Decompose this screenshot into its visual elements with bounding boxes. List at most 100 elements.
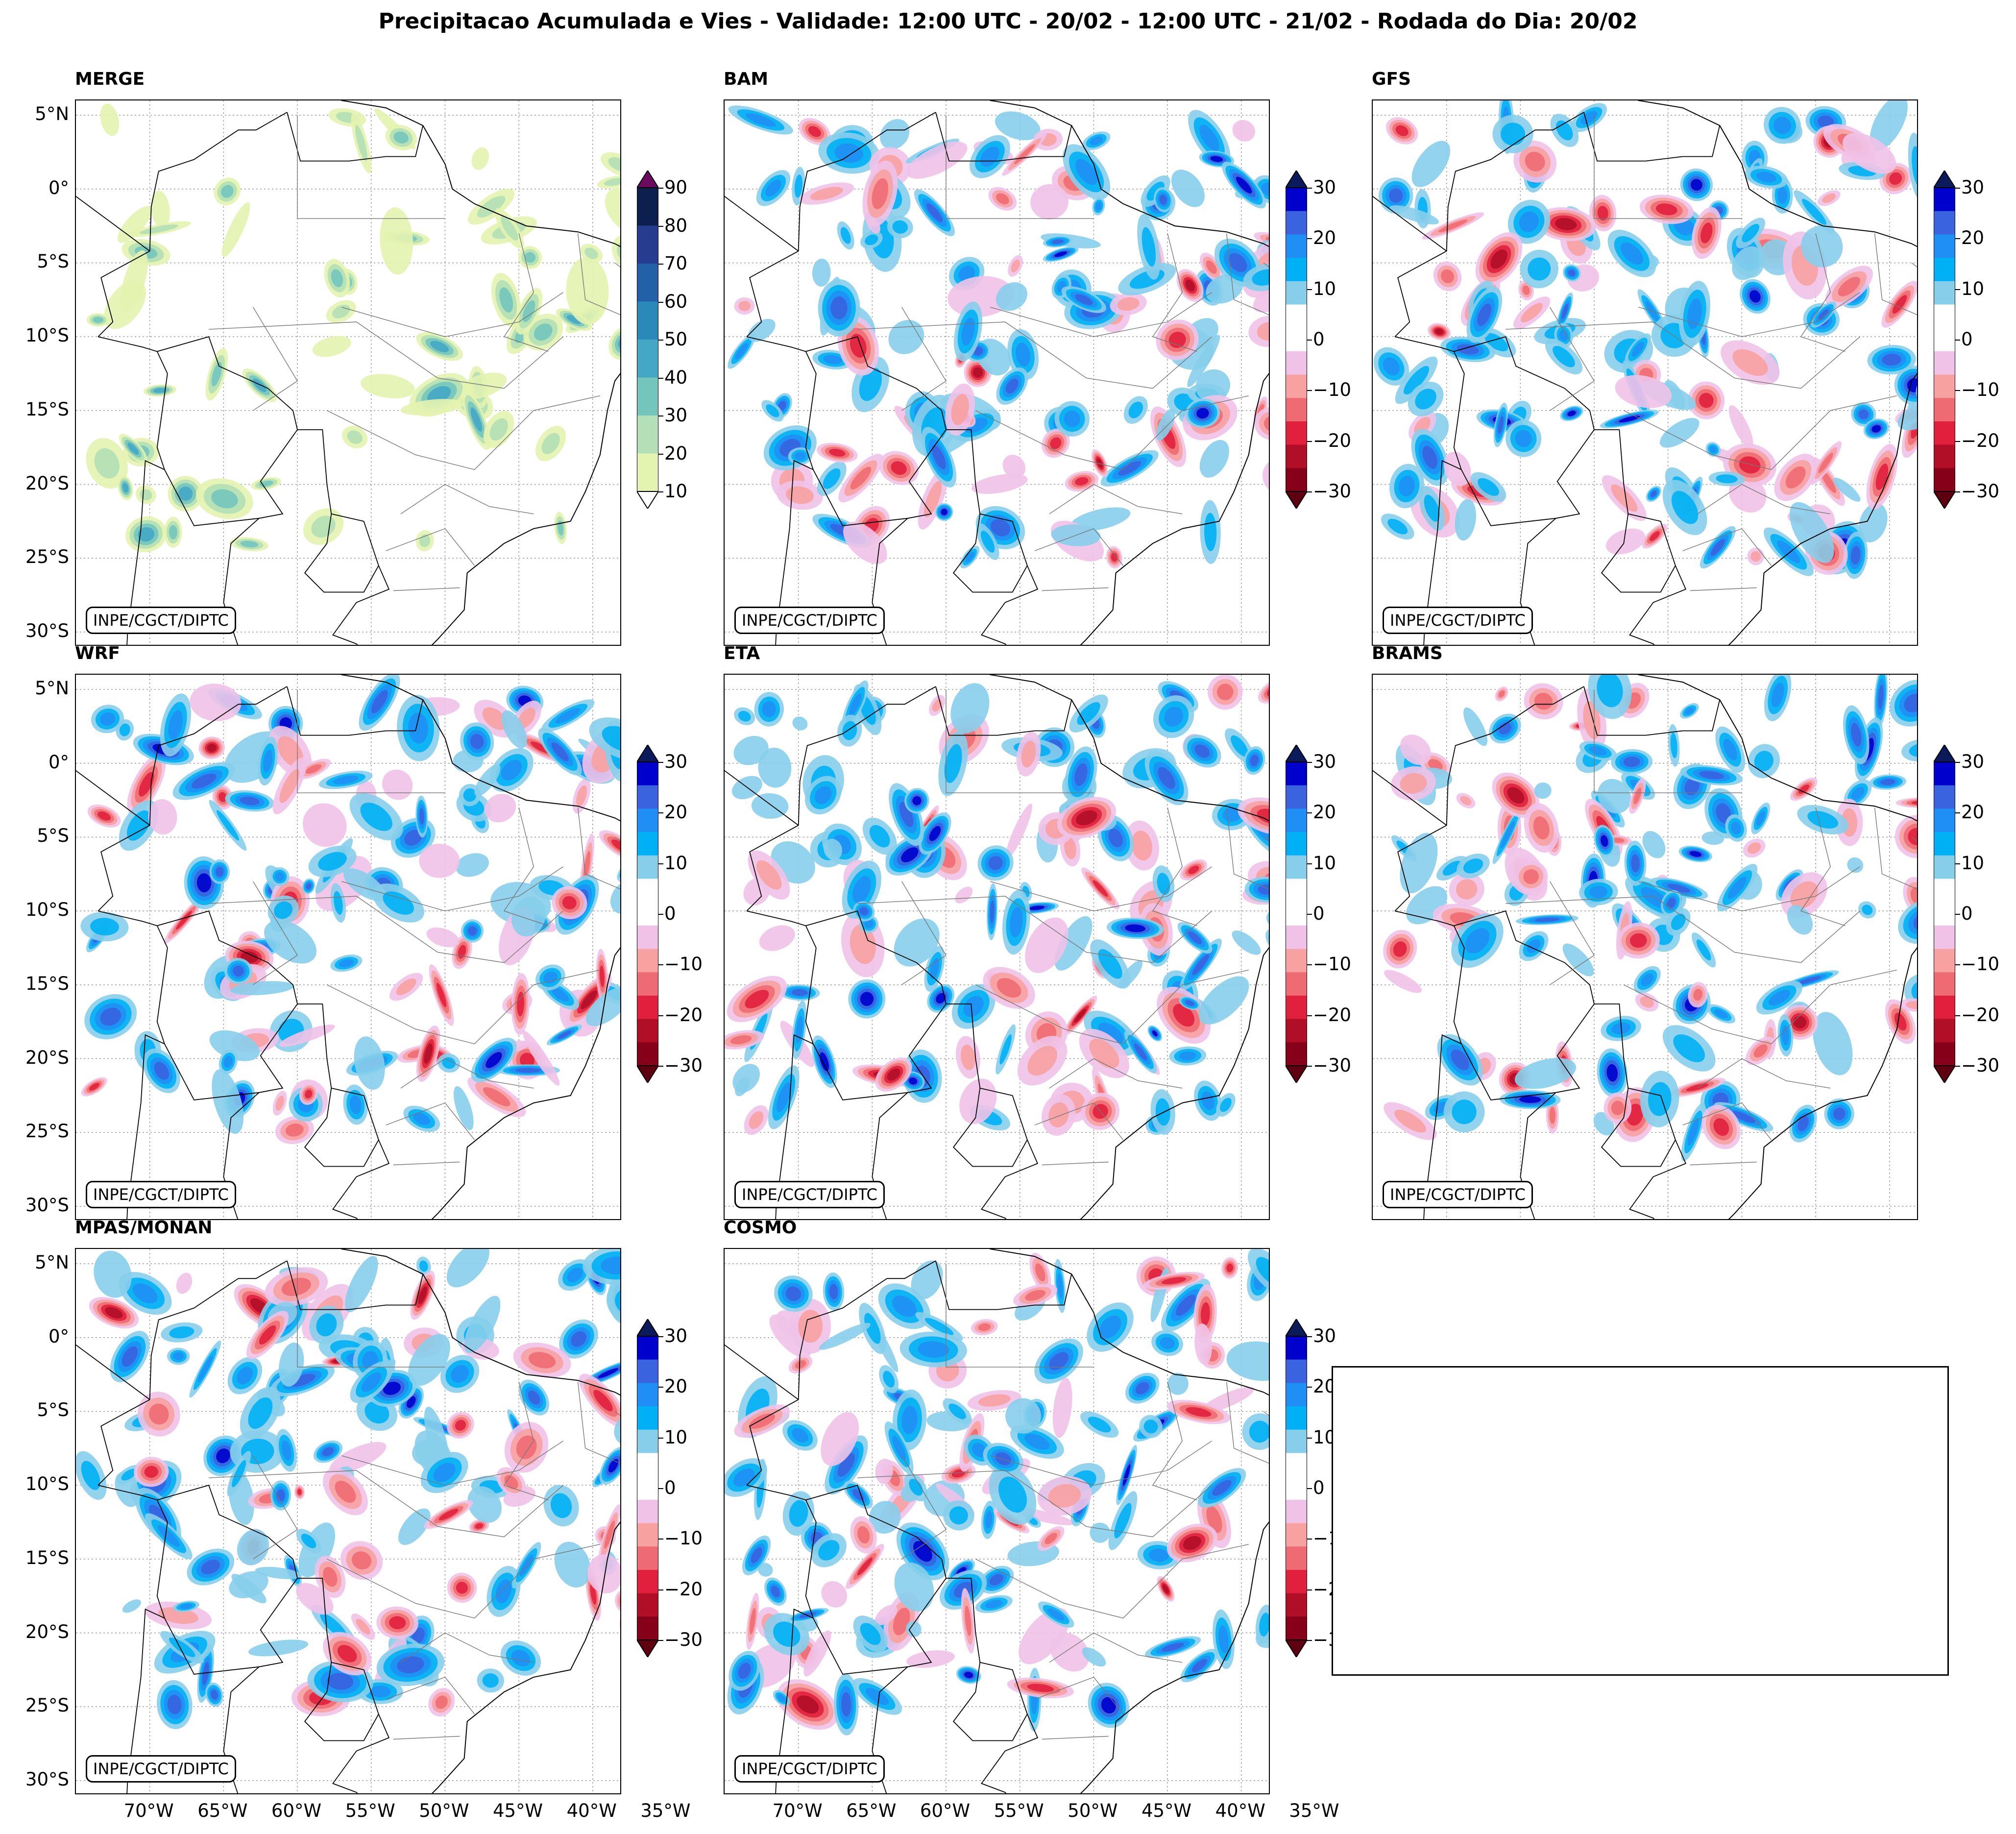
colorbar-tick-label: 50: [664, 329, 688, 350]
colorbar-tick-label: 30: [664, 1325, 688, 1346]
credit-label: INPE/CGCT/DIPTC: [86, 1181, 236, 1208]
colorbar-tick-label: 70: [664, 253, 688, 274]
colorbar-tick: [1307, 964, 1312, 966]
longitude-label: 55°W: [994, 1800, 1044, 1821]
colorbar: [1286, 745, 1307, 1083]
colorbar-tick: [1955, 238, 1960, 240]
colorbar-tick: [1307, 1387, 1312, 1388]
latitude-label: 0°: [48, 751, 69, 773]
colorbar-tick-label: −20: [664, 1004, 703, 1026]
longitude-label: 65°W: [846, 1800, 897, 1821]
longitude-label: 60°W: [920, 1800, 971, 1821]
longitude-label: 70°W: [772, 1800, 823, 1821]
colorbar-tick: [1307, 1488, 1312, 1489]
map-panel: INPE/CGCT/DIPTC: [1372, 99, 1918, 646]
colorbar-tick-label: 10: [1313, 852, 1336, 874]
colorbar-tick: [1307, 491, 1312, 492]
colorbar-tick-label: −30: [664, 1055, 703, 1076]
colorbar-tick: [658, 762, 663, 763]
latitude-label: 30°S: [25, 1194, 69, 1216]
colorbar-tick: [1307, 863, 1312, 864]
map-panel: INPE/CGCT/DIPTC: [724, 99, 1270, 646]
colorbar-tick: [658, 1066, 663, 1067]
colorbar-tick-label: 20: [664, 802, 688, 823]
latitude-label: 15°S: [25, 398, 69, 420]
colorbar-tick: [658, 1387, 663, 1388]
figure-title: Precipitacao Acumulada e Vies - Validade…: [378, 9, 1638, 34]
colorbar-tick: [1955, 762, 1960, 763]
colorbar-tick: [658, 491, 663, 492]
colorbar-tick: [1955, 340, 1960, 341]
colorbar-tick: [658, 812, 663, 814]
longitude-label: 45°W: [492, 1800, 543, 1821]
colorbar-tick-label: 30: [1313, 1325, 1336, 1346]
latitude-label: 30°S: [25, 620, 69, 641]
colorbar-tick: [1307, 1589, 1312, 1590]
credit-label: INPE/CGCT/DIPTC: [734, 607, 885, 634]
colorbar-tick: [658, 1488, 663, 1489]
panel-title: BRAMS: [1372, 643, 1443, 663]
panel-title: ETA: [724, 643, 760, 663]
longitude-label: 35°W: [1289, 1800, 1339, 1821]
colorbar-tick-label: −10: [664, 954, 703, 975]
colorbar-tick-label: 0: [664, 1477, 676, 1498]
colorbar-tick: [1307, 1437, 1312, 1439]
latitude-label: 20°S: [25, 1621, 69, 1642]
colorbar-tick: [658, 1015, 663, 1016]
colorbar-tick-label: −20: [1961, 1004, 2000, 1026]
colorbar-tick-label: 30: [1313, 751, 1336, 772]
latitude-label: 25°S: [25, 1121, 69, 1142]
colorbar-tick-label: −30: [664, 1629, 703, 1650]
colorbar-tick-label: 10: [664, 852, 688, 874]
colorbar-tick: [658, 301, 663, 303]
latitude-label: 5°S: [37, 251, 69, 272]
latitude-label: 30°S: [25, 1768, 69, 1790]
colorbar-tick-label: −10: [1961, 954, 2000, 975]
colorbar-tick-label: −20: [664, 1578, 703, 1600]
colorbar-tick: [1307, 289, 1312, 290]
latitude-label: 5°S: [37, 1399, 69, 1421]
longitude-label: 40°W: [1215, 1800, 1265, 1821]
colorbar-tick-label: 30: [1313, 177, 1336, 198]
colorbar-tick: [658, 1640, 663, 1641]
colorbar-tick-label: 60: [664, 291, 688, 312]
colorbar-tick-label: −10: [664, 1528, 703, 1549]
colorbar-tick: [1955, 812, 1960, 814]
colorbar-tick-label: 30: [664, 751, 688, 772]
latitude-label: 25°S: [25, 546, 69, 568]
colorbar-tick: [1955, 1066, 1960, 1067]
colorbar-tick: [658, 1336, 663, 1337]
panel-title: BAM: [724, 69, 769, 89]
credit-label: INPE/CGCT/DIPTC: [86, 607, 236, 634]
colorbar-tick: [1307, 1539, 1312, 1540]
colorbar: [637, 745, 658, 1083]
longitude-label: 50°W: [419, 1800, 469, 1821]
colorbar-tick: [1307, 1640, 1312, 1641]
colorbar-tick: [1955, 491, 1960, 492]
panel-title: WRF: [75, 643, 121, 663]
colorbar-tick-label: 40: [664, 367, 688, 388]
colorbar-tick-label: 20: [1313, 802, 1336, 823]
map-panel: INPE/CGCT/DIPTC: [75, 1248, 621, 1794]
colorbar-tick: [1307, 762, 1312, 763]
latitude-label: 0°: [48, 1325, 69, 1347]
latitude-label: 0°: [48, 177, 69, 198]
latitude-label: 10°S: [25, 1473, 69, 1495]
colorbar-tick: [658, 1539, 663, 1540]
colorbar-tick-label: 0: [1313, 903, 1325, 924]
colorbar-tick-label: −10: [1313, 954, 1352, 975]
latitude-label: 5°N: [35, 678, 69, 699]
colorbar-tick: [658, 188, 663, 189]
latitude-label: 20°S: [25, 1047, 69, 1068]
colorbar-tick: [658, 453, 663, 455]
colorbar-tick-label: −30: [1961, 481, 2000, 502]
map-panel: INPE/CGCT/DIPTC: [724, 1248, 1270, 1794]
longitude-label: 65°W: [197, 1800, 248, 1821]
colorbar-tick-label: 10: [1313, 278, 1336, 299]
colorbar: [1286, 171, 1307, 509]
colorbar-tick-label: 0: [1961, 903, 1973, 924]
colorbar-tick: [658, 964, 663, 966]
colorbar-tick: [1955, 1015, 1960, 1016]
colorbar-tick: [1955, 188, 1960, 189]
colorbar-tick-label: 10: [1961, 852, 1985, 874]
